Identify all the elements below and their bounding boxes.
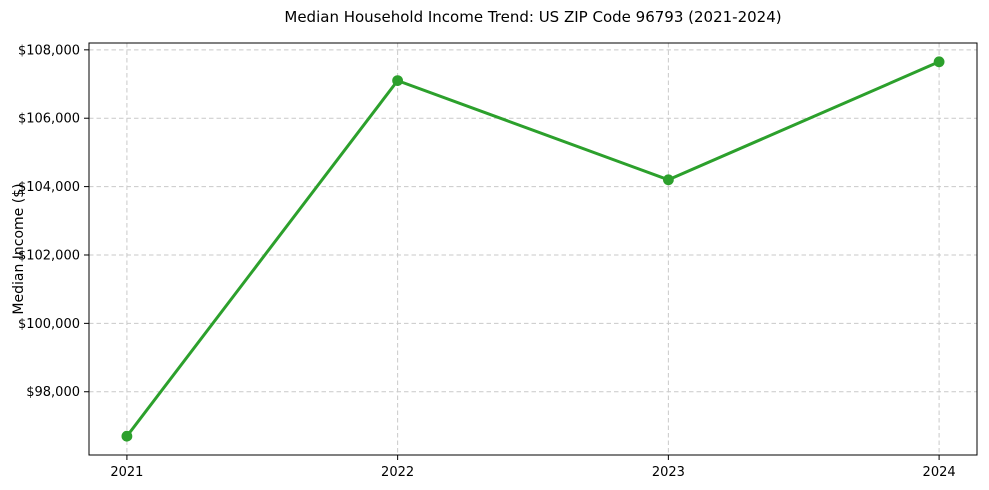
data-point-2024 — [933, 56, 945, 68]
data-point-2023 — [663, 174, 674, 186]
y-tick-label: $104,000 — [18, 180, 80, 195]
data-point-2021 — [121, 430, 133, 442]
y-tick-label: $102,000 — [18, 249, 80, 264]
y-tick-label: $106,000 — [18, 112, 80, 127]
chart-title: Median Household Income Trend: US ZIP Co… — [284, 8, 782, 26]
plot-border — [88, 42, 978, 456]
x-tick-label: 2024 — [923, 465, 956, 480]
x-tick-label: 2022 — [381, 465, 414, 480]
data-point-2022 — [392, 75, 403, 86]
y-tick-label: $108,000 — [18, 43, 80, 58]
trend-line — [125, 60, 941, 438]
y-tick-label: $100,000 — [18, 317, 80, 332]
x-tick-label: 2021 — [110, 465, 143, 480]
x-tick-label: 2023 — [652, 465, 685, 480]
y-tick-label: $98,000 — [26, 385, 80, 400]
